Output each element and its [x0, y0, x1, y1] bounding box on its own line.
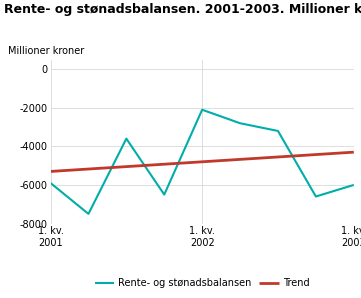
Legend: Rente- og stønadsbalansen, Trend: Rente- og stønadsbalansen, Trend	[91, 274, 313, 292]
Text: Millioner kroner: Millioner kroner	[8, 46, 84, 56]
Rente- og stønadsbalansen	[162, 193, 166, 196]
Rente- og stønadsbalansen	[200, 108, 204, 111]
Rente- og stønadsbalansen	[276, 129, 280, 133]
Line: Rente- og stønadsbalansen: Rente- og stønadsbalansen	[51, 110, 354, 214]
Rente- og stønadsbalansen	[124, 137, 129, 140]
Rente- og stønadsbalansen	[48, 181, 53, 185]
Text: Rente- og stønadsbalansen. 2001-2003. Millioner kroner: Rente- og stønadsbalansen. 2001-2003. Mi…	[4, 3, 361, 16]
Rente- og stønadsbalansen	[352, 183, 356, 187]
Rente- og stønadsbalansen	[238, 122, 242, 125]
Rente- og stønadsbalansen	[86, 212, 91, 216]
Rente- og stønadsbalansen	[314, 195, 318, 198]
